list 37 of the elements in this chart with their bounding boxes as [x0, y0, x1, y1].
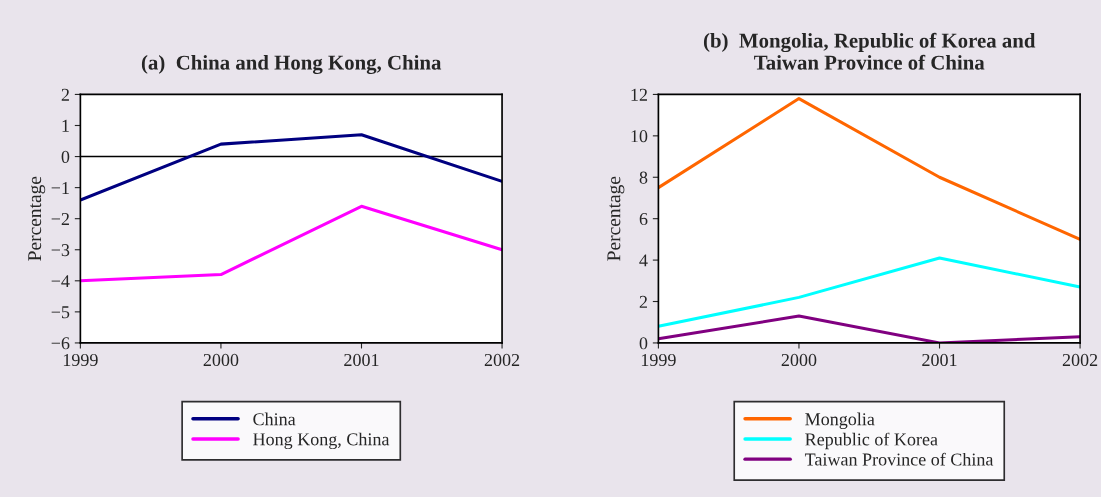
y-tick-label: 2: [639, 295, 647, 308]
y-tick-label: 4: [639, 254, 648, 267]
chart-title: (b) Mongolia, Republic of Korea and Taiwan Province of China: [703, 32, 1036, 70]
y-tick-label: −3: [51, 244, 70, 257]
y-tick-label: 12: [631, 88, 647, 101]
y-tick-label: 8: [639, 171, 648, 184]
y-tick-label: −6: [51, 337, 70, 350]
legend-label: Republic of Korea: [805, 432, 938, 450]
y-axis-title: Percentage: [28, 176, 46, 261]
chart-title: (a) China and Hong Kong, China: [141, 54, 442, 75]
y-tick-label: −4: [51, 275, 70, 288]
legend-label: Hong Kong, China: [253, 432, 390, 450]
line-series: [80, 133, 503, 202]
line-series: [658, 97, 1081, 241]
x-tick-label: 2000: [781, 353, 817, 367]
y-tick-label: 2: [61, 88, 69, 101]
x-tick-label: 1999: [63, 353, 98, 367]
legend-label: Taiwan Province of China: [804, 452, 994, 466]
legend-label: China: [253, 412, 296, 426]
x-tick-label: 2000: [203, 353, 239, 367]
y-tick-label: 0: [639, 337, 648, 350]
x-tick-label: 2002: [484, 353, 520, 367]
y-tick-label: −5: [51, 306, 70, 319]
line-series: [658, 256, 1081, 328]
y-tick-label: 0: [61, 150, 70, 163]
x-tick-label: 2001: [922, 353, 957, 367]
x-tick-label: 2001: [344, 353, 379, 367]
y-tick-label: 6: [639, 212, 648, 226]
y-tick-label: 10: [631, 130, 648, 143]
y-tick-label: −1: [51, 181, 69, 194]
y-tick-label: 1: [62, 119, 69, 132]
line-series: [80, 204, 503, 283]
y-tick-label: −2: [51, 212, 69, 225]
x-tick-label: 1999: [641, 353, 676, 367]
x-tick-label: 2002: [1062, 353, 1098, 367]
y-axis-title: Percentage: [607, 176, 625, 261]
legend-label: Mongolia: [805, 412, 875, 430]
